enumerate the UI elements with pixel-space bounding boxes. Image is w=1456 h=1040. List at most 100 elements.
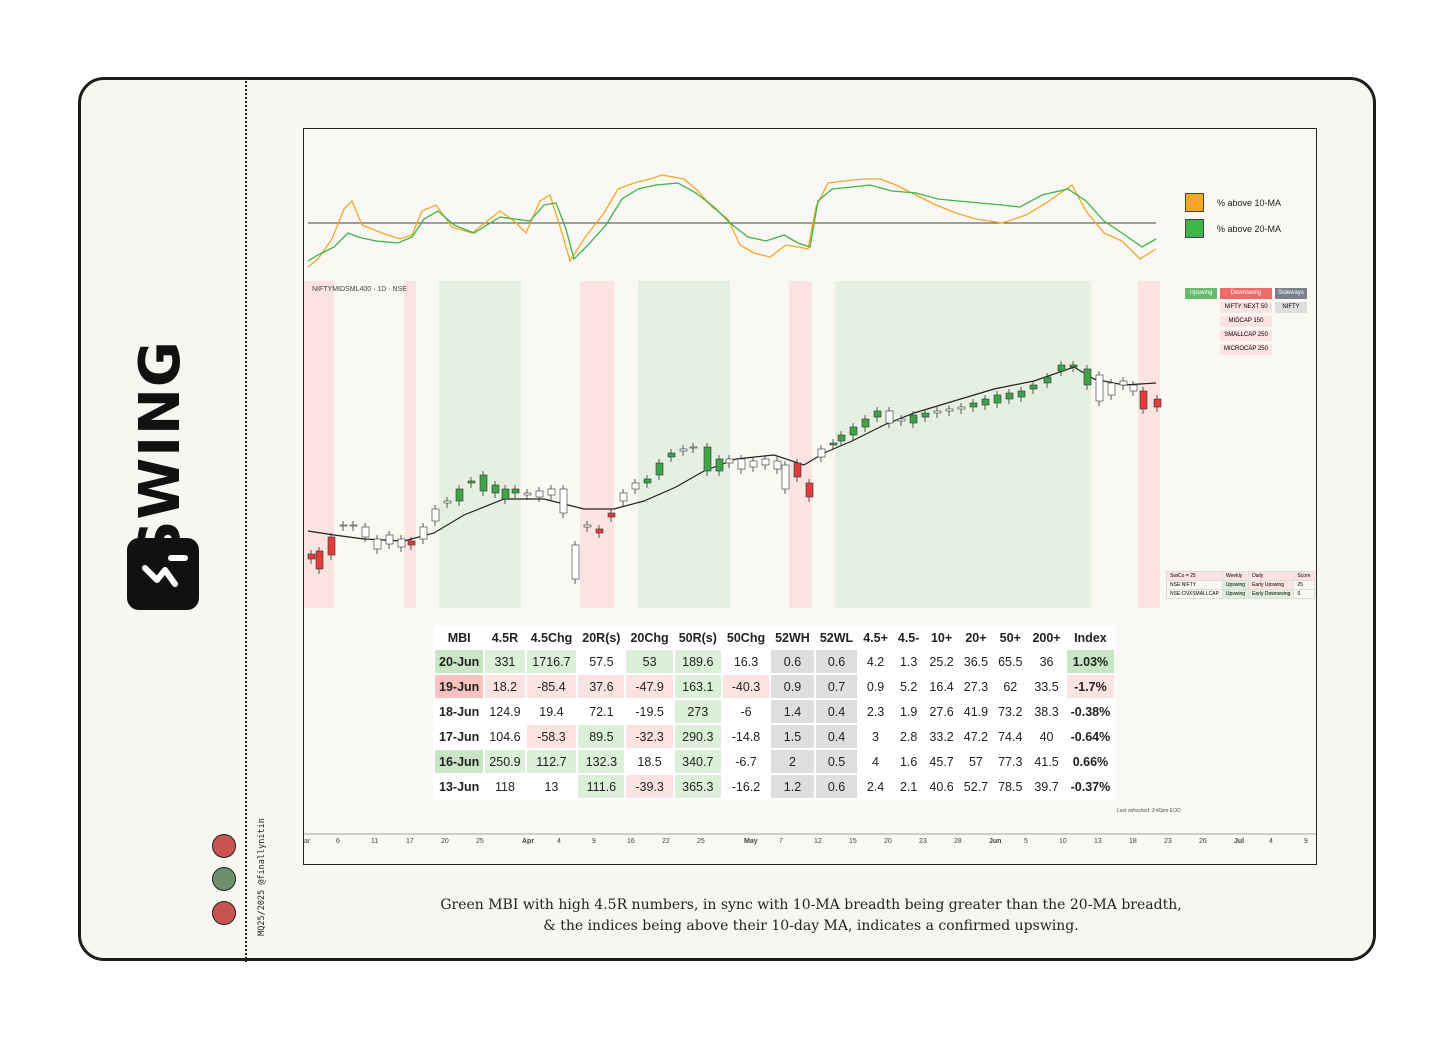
x-tick-label: 13 xyxy=(1094,838,1102,845)
table-header: 4.5Chg xyxy=(530,630,573,645)
table-cell: 1.9 xyxy=(893,700,924,723)
table-cell: -6 xyxy=(722,700,770,723)
table-cell: 77.3 xyxy=(994,750,1027,773)
candle xyxy=(957,406,966,410)
table-cell: 36 xyxy=(1028,650,1065,673)
candle xyxy=(817,448,826,458)
table-cell: -0.64% xyxy=(1066,725,1115,748)
table-cell: 331 xyxy=(485,650,525,673)
table-cell: 2.1 xyxy=(893,775,924,798)
candle xyxy=(1017,390,1026,398)
candle xyxy=(1005,392,1014,400)
table-cell: 1.3 xyxy=(893,650,924,673)
candle xyxy=(829,442,838,446)
candle xyxy=(897,418,906,422)
table-cell: 62 xyxy=(994,675,1027,698)
x-tick-label: ar xyxy=(304,838,311,845)
table-cell: 13-Jun xyxy=(435,775,484,798)
swico-cell: Upswing xyxy=(1221,589,1250,599)
table-cell: 41.5 xyxy=(1028,750,1065,773)
x-tick-label: 6 xyxy=(336,838,340,845)
candle xyxy=(981,398,990,406)
swico-header: Weekly xyxy=(1221,571,1250,581)
candle xyxy=(443,500,452,504)
legend-swatch-orange xyxy=(1185,193,1204,212)
legend-10ma: % above 10-MA xyxy=(1185,193,1281,212)
table-cell: 2.8 xyxy=(893,725,924,748)
legend-swatch-green xyxy=(1185,219,1204,238)
table-cell: 0.9 xyxy=(859,675,892,698)
table-header: 4.5- xyxy=(897,630,920,645)
regime-band xyxy=(789,281,812,608)
candle xyxy=(643,478,652,484)
candle xyxy=(1153,398,1162,408)
table-cell: 1716.7 xyxy=(526,650,577,673)
x-tick-label: 17 xyxy=(406,838,414,845)
table-cell: 163.1 xyxy=(674,675,721,698)
table-cell: 0.4 xyxy=(815,725,858,748)
table-cell: 16.4 xyxy=(925,675,958,698)
x-tick-label: 25 xyxy=(476,838,484,845)
candle xyxy=(407,540,416,546)
regime-band xyxy=(404,281,416,608)
table-cell: 74.4 xyxy=(994,725,1027,748)
candle xyxy=(361,526,370,538)
candle xyxy=(993,394,1002,404)
table-header: 4.5R xyxy=(491,630,519,645)
table-cell: 0.5 xyxy=(815,750,858,773)
candle xyxy=(793,462,802,478)
swico-header: SwiCo = 25 xyxy=(1166,571,1223,581)
x-tick-label: Jun xyxy=(989,838,1002,845)
status-dot-red xyxy=(212,901,236,925)
table-cell: 16.3 xyxy=(722,650,770,673)
candle xyxy=(1057,364,1066,372)
table-cell: 17-Jun xyxy=(435,725,484,748)
candle xyxy=(861,418,870,428)
candle xyxy=(715,458,724,472)
candle xyxy=(619,492,628,502)
candle xyxy=(849,426,858,436)
candle xyxy=(467,480,476,484)
table-cell: 40.6 xyxy=(925,775,958,798)
x-tick-label: May xyxy=(744,838,758,845)
x-tick-label: 9 xyxy=(1304,838,1308,845)
candle xyxy=(1095,374,1104,402)
regime-panel: Upswing Downswing Sideways NIFTY NEXT 50… xyxy=(1185,288,1307,358)
x-tick-label: 20 xyxy=(884,838,892,845)
x-tick-label: 26 xyxy=(1199,838,1207,845)
table-cell: 1.4 xyxy=(771,700,814,723)
regime-band xyxy=(835,281,1091,608)
status-dot-red xyxy=(212,834,236,858)
table-cell: 45.7 xyxy=(925,750,958,773)
regime-item: MIDCAP 150 xyxy=(1220,316,1272,327)
table-header: 20+ xyxy=(965,630,987,645)
candle xyxy=(491,484,500,494)
table-row: 20-Jun 331 1716.7 57.5 53 189.6 16.3 0.6 0.6 4.2 1… xyxy=(435,650,1115,673)
table-cell: 0.66% xyxy=(1066,750,1115,773)
candle xyxy=(511,488,520,494)
swico-cell: 0 xyxy=(1293,589,1315,599)
x-tick-label: 10 xyxy=(1059,838,1067,845)
legend-20ma: % above 20-MA xyxy=(1185,219,1281,238)
candle xyxy=(455,488,464,502)
regime-band xyxy=(638,281,730,608)
table-cell: 73.2 xyxy=(994,700,1027,723)
table-header: 10+ xyxy=(930,630,953,645)
table-cell: -6.7 xyxy=(722,750,770,773)
table-cell: 40 xyxy=(1028,725,1065,748)
table-cell: 0.6 xyxy=(771,650,814,673)
table-cell: 2.4 xyxy=(859,775,892,798)
candle xyxy=(837,434,846,442)
table-cell: 57.5 xyxy=(578,650,625,673)
candle xyxy=(689,446,698,449)
table-cell: 57 xyxy=(959,750,993,773)
candle xyxy=(1139,390,1148,410)
swico-cell: 25 xyxy=(1293,580,1315,590)
table-cell: -1.7% xyxy=(1066,675,1115,698)
caption: Green MBI with high 4.5R numbers, in syn… xyxy=(246,895,1376,937)
table-cell: 65.5 xyxy=(994,650,1027,673)
table-cell: -14.8 xyxy=(722,725,770,748)
x-tick-label: 16 xyxy=(627,838,635,845)
x-tick-label: 23 xyxy=(1164,838,1172,845)
candle xyxy=(523,492,532,496)
